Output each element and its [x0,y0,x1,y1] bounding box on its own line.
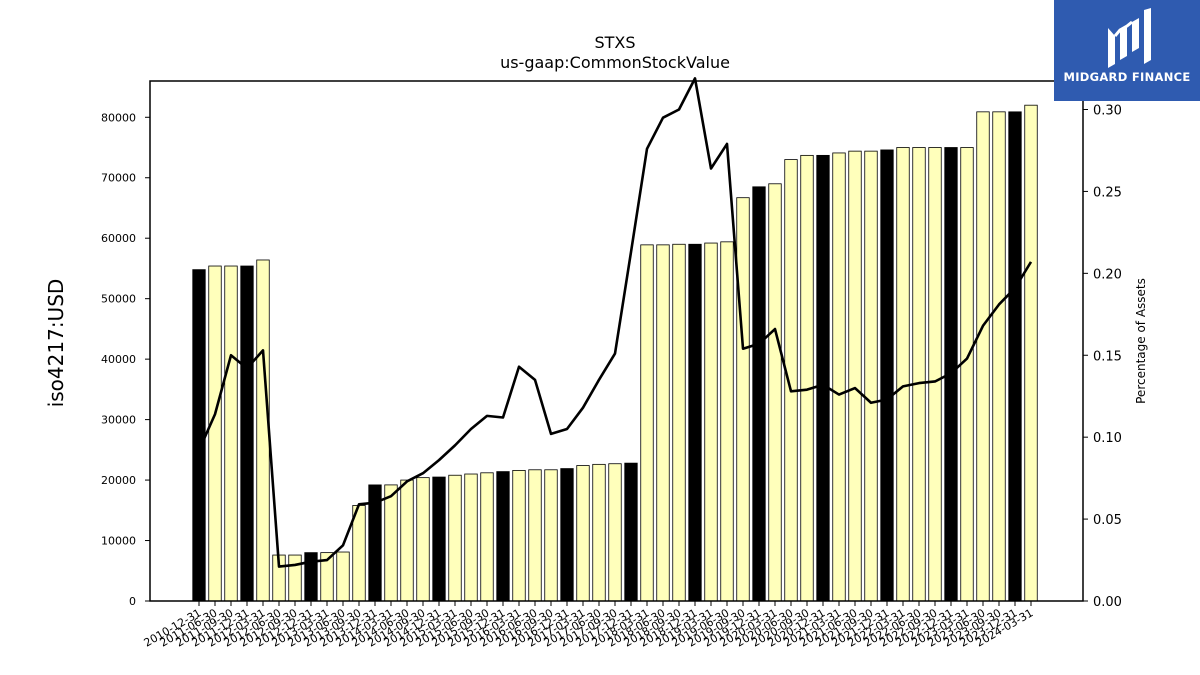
bar-2015-06-30 [480,472,494,602]
bar-2011-09-30 [240,265,254,602]
bar-2016-09-30 [560,468,574,602]
bar-2013-03-31 [336,551,350,602]
bar-2023-09-30 [1008,111,1022,602]
bar-2017-06-30 [608,463,622,602]
y-tick-label: 60000 [101,232,136,245]
y-tick-label: 80000 [101,111,136,124]
axes: 0 10000 20000 30000 40000 50000 60000 70000 8000… [101,80,1122,650]
bar-2017-12-31 [640,244,654,602]
bar-2021-03-31 [848,150,862,602]
bar-2021-12-31 [896,147,910,602]
bar-2020-06-30 [800,154,814,602]
chart-subtitle: us-gaap:CommonStockValue [500,53,730,72]
bar-2018-03-31 [656,244,670,602]
brand-logo: MIDGARD FINANCE [1054,0,1200,101]
bar-2011-06-30 [224,265,238,602]
bar-2019-03-31 [720,241,734,602]
bar-2014-03-31 [400,479,414,602]
bar-2017-09-30 [624,462,638,602]
y-tick-label: 70000 [101,172,136,185]
bar-2013-12-31 [384,484,398,602]
y-tick-label: 40000 [101,353,136,366]
chart-title: STXS [594,33,635,52]
bar-2012-09-30 [304,552,318,602]
bar-2022-12-31 [960,147,974,602]
bar-2015-09-30 [496,471,510,602]
y-axis-label: iso4217:USD [44,279,68,408]
bar-2019-06-30 [736,197,750,602]
bar-2012-06-30 [288,554,302,602]
y2-tick-label: 0.10 [1093,431,1122,446]
logo-text: MIDGARD FINANCE [1063,70,1191,84]
y-tick-label: 10000 [101,535,136,548]
bar-2011-12-31 [256,259,270,602]
bar-2018-06-30 [672,243,686,602]
y-tick-label: 0 [129,595,136,608]
bar-2015-03-31 [464,473,478,602]
bar-2020-03-31 [784,159,798,602]
bar-2015-12-31 [512,469,526,602]
bar-2018-09-30 [688,243,702,602]
bar-2016-06-30 [544,469,558,602]
bar-2018-12-31 [704,242,718,602]
y2-tick-label: 0.15 [1093,349,1122,364]
y2-tick-label: 0.25 [1093,185,1122,200]
bar-2013-06-30 [352,505,366,602]
bar-2021-09-30 [880,149,894,602]
bar-2016-12-31 [576,465,590,602]
percentage-of-assets-line [197,77,1033,568]
bar-2021-06-30 [864,150,878,602]
plot-frame [149,80,1084,602]
bar-2014-09-30 [432,476,446,602]
bar-2020-09-30 [816,154,830,602]
bar-2019-09-30 [752,186,766,602]
bar-2010-12-31 [192,269,206,602]
bar-2023-03-31 [976,111,990,602]
bar-2014-06-30 [416,477,430,602]
bar-2014-12-31 [448,474,462,602]
bar-2022-03-31 [912,147,926,602]
bar-2020-12-31 [832,152,846,602]
y2-tick-label: 0.00 [1093,595,1122,610]
y2-axis-label: Percentage of Assets [1134,278,1148,404]
line-series [197,77,1033,568]
bar-2023-12-31 [1024,104,1038,602]
y-tick-label: 20000 [101,474,136,487]
bar-2016-03-31 [528,469,542,602]
y2-tick-label: 0.05 [1093,513,1122,528]
y2-tick-label: 0.20 [1093,267,1122,282]
midgard-logo-icon [1108,8,1151,68]
bar-2017-03-31 [592,463,606,602]
y2-tick-label: 0.30 [1093,104,1122,119]
y-tick-label: 50000 [101,293,136,306]
bar-2023-06-30 [992,111,1006,602]
y-tick-label: 30000 [101,414,136,427]
bar-2011-03-31 [208,265,222,602]
bar-2022-06-30 [928,147,942,602]
bar-2019-12-31 [768,183,782,602]
